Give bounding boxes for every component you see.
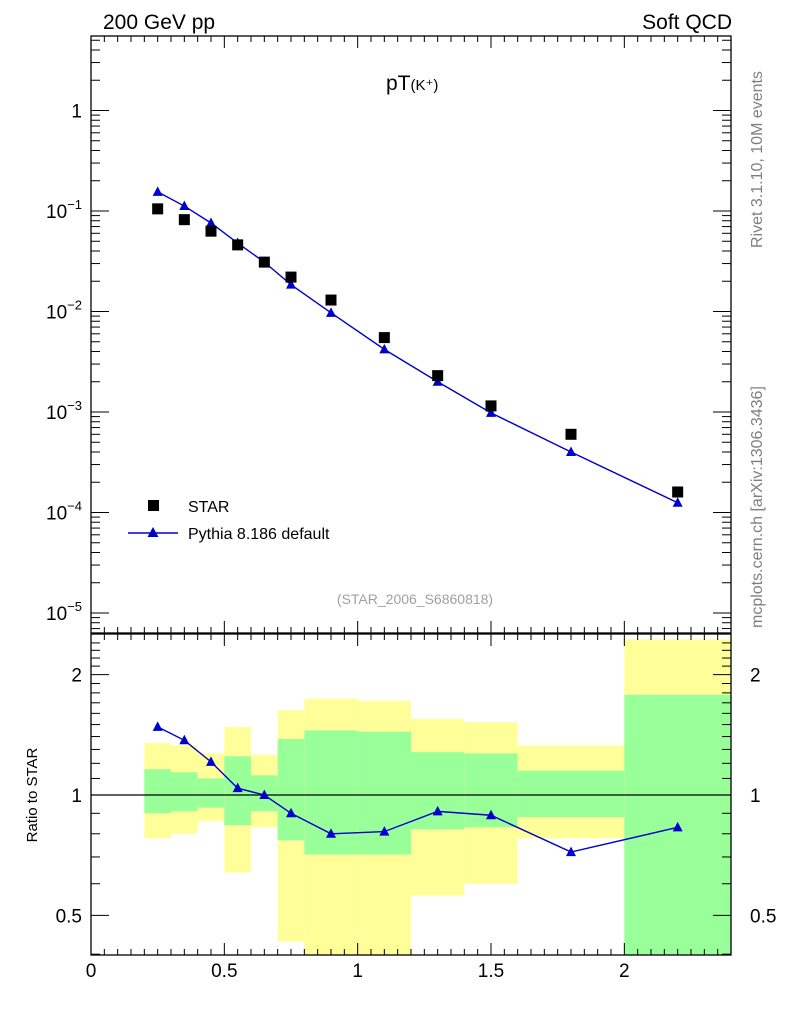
ratio-y-tick-label-left-0: 0.5 [56,906,82,927]
legend-pythia-marker [147,527,159,537]
band-inner-8 [411,752,465,830]
star-point-3 [232,239,244,251]
legend-star-label: STAR [188,499,229,516]
star-point-10 [565,428,577,440]
pythia-point-11 [672,497,683,507]
main-y-tick-label-3: 10−3 [46,398,82,424]
pythia-point-10 [566,446,576,456]
star-point-6 [325,294,337,306]
pythia-point-1 [179,200,190,211]
band-inner-11 [624,694,731,955]
band-inner-0 [144,769,171,814]
main-plot-frame [90,35,732,634]
ratio-y-tick-label-right-2: 2 [750,666,761,687]
energy-label: 200 GeV pp [103,11,215,34]
star-point-2 [205,225,217,237]
main-y-tick-labels: 1 10−1 10−2 10−3 10−4 10−5 [46,102,82,626]
process-label: Soft QCD [642,11,732,34]
main-plot-title: pT(K⁺) [386,72,438,95]
ratio-line [157,726,678,853]
x-tick-label-1: 0.5 [211,961,237,982]
ratio-point-4 [259,789,270,799]
band-inner-7 [357,731,411,855]
legend-star-marker [148,500,159,511]
pythia-point-5 [286,279,296,289]
ratio-y-tick-labels: 0.5 0.5 1 1 2 2 [56,666,777,928]
x-tick-label-0: 0 [86,961,97,982]
star-point-8 [432,370,444,382]
main-y-tick-label-0: 1 [71,102,82,123]
pythia-point-2 [206,217,216,227]
x-tick-label-2: 1 [352,961,363,982]
legend: STAR Pythia 8.186 default [128,499,330,543]
ratio-point-3 [232,782,243,793]
band-inner-1 [171,772,198,812]
ratio-y-tick-label-right-1: 1 [750,786,761,807]
ratio-point-7 [379,826,390,836]
legend-pythia-label: Pythia 8.186 default [188,526,330,543]
analysis-id-label: (STAR_2006_S6860818) [337,591,493,607]
main-y-tick-label-2: 10−2 [46,298,82,324]
pythia-point-7 [379,343,390,354]
ratio-point-2 [206,756,216,766]
ratio-point-1 [179,734,190,745]
ratio-point-8 [432,805,443,816]
x-tick-labels: 0 0.5 1 1.5 2 [86,961,630,982]
axis-ticks [90,36,732,955]
star-point-0 [152,203,164,215]
star-point-11 [672,486,684,498]
x-tick-label-3: 1.5 [478,961,504,982]
star-point-1 [178,214,190,226]
star-point-9 [485,400,497,412]
main-series [152,186,684,507]
band-inner-2 [197,778,225,808]
ratio-point-0 [152,721,163,731]
pythia-point-6 [326,307,336,317]
pythia-line [157,191,678,504]
ratio-y-tick-label-right-0: 0.5 [750,906,776,927]
ratio-point-6 [326,828,336,838]
ratio-y-axis-label: Ratio to STAR [24,747,41,842]
pythia-point-9 [486,407,496,417]
star-point-4 [258,256,270,268]
band-inner-5 [277,739,305,841]
band-inner-10 [517,770,625,818]
ratio-point-11 [672,821,683,832]
ratio-point-10 [566,846,576,857]
source-label: mcplots.cern.ch [arXiv:1306.3436] [749,386,766,628]
rivet-version-label: Rivet 3.1.10, 10M events [749,71,766,248]
ratio-y-tick-label-left-1: 1 [71,786,82,807]
main-plot-title-superscript: (K⁺) [411,77,439,94]
uncertainty-bands [144,639,731,955]
ratio-point-9 [486,809,496,820]
x-tick-label-4: 2 [619,961,630,982]
star-point-5 [285,271,297,283]
main-y-tick-label-4: 10−4 [46,499,82,525]
ratio-series [152,721,683,857]
star-point-7 [378,332,390,344]
main-y-tick-label-5: 10−5 [46,599,82,625]
pythia-point-0 [152,186,163,196]
main-y-tick-label-1: 10−1 [46,197,82,223]
ratio-point-5 [286,807,296,818]
ratio-y-tick-label-left-2: 2 [71,666,82,687]
